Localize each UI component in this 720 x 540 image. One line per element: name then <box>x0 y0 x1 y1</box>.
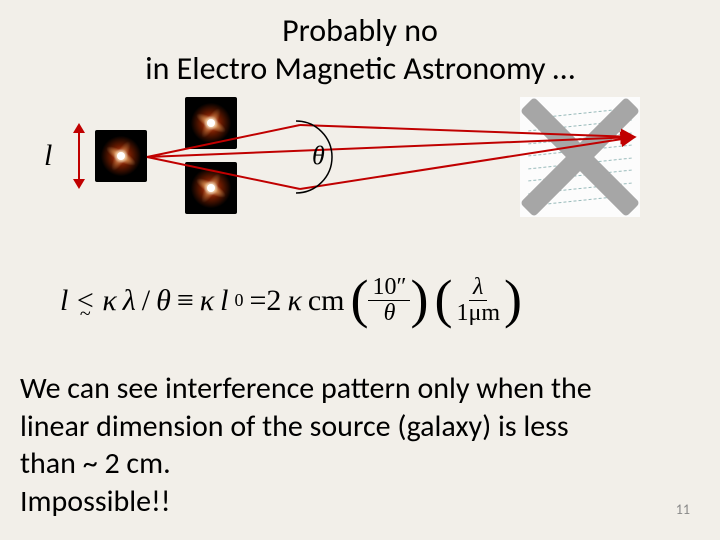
body-line1: We can see interference pattern only whe… <box>20 370 592 407</box>
formula-cm: cm <box>308 284 345 318</box>
formula-paren-2: ( λ 1μm ) <box>434 275 522 326</box>
theta-label: θ <box>312 141 325 171</box>
formula-l: l <box>60 284 68 318</box>
formula-lambda-1: λ <box>123 284 136 318</box>
formula-equiv: ≡ <box>177 284 194 318</box>
interference-diagram: l θ <box>0 97 720 257</box>
body-line4: Impossible!! <box>20 483 171 520</box>
frac1-num: 10″ <box>368 275 410 301</box>
title-line2: in Electro Magnetic Astronomy … <box>145 49 575 88</box>
slide-title: Probably no in Electro Magnetic Astronom… <box>0 0 720 89</box>
formula-kappa-3: κ <box>287 284 301 318</box>
formula-theta-1: θ <box>156 284 171 318</box>
ray-paths <box>0 97 720 257</box>
formula-kappa-2: κ <box>200 284 214 318</box>
formula-eq2: =2 <box>250 284 282 318</box>
formula-l0: l <box>220 284 228 318</box>
less-or-sim-symbol: < <box>74 284 96 318</box>
title-line1: Probably no <box>282 11 438 50</box>
frac2-num: λ <box>469 275 487 301</box>
body-line2: linear dimension of the source (galaxy) … <box>20 408 569 445</box>
frac2-den: 1μm <box>452 301 504 326</box>
formula-slash: / <box>142 284 150 318</box>
coherence-length-formula: l < κλ/θ ≡ κl0=2κ cm ( 10″ θ ) ( λ 1μm ) <box>60 275 522 326</box>
formula-kappa-1: κ <box>102 284 116 318</box>
conclusion-text: We can see interference pattern only whe… <box>20 370 700 520</box>
frac1-den: θ <box>380 301 400 326</box>
formula-l0-sub: 0 <box>235 290 244 311</box>
page-number: 11 <box>676 501 690 518</box>
formula-paren-1: ( 10″ θ ) <box>351 275 429 326</box>
body-line3: than ~ 2 cm. <box>20 445 171 482</box>
